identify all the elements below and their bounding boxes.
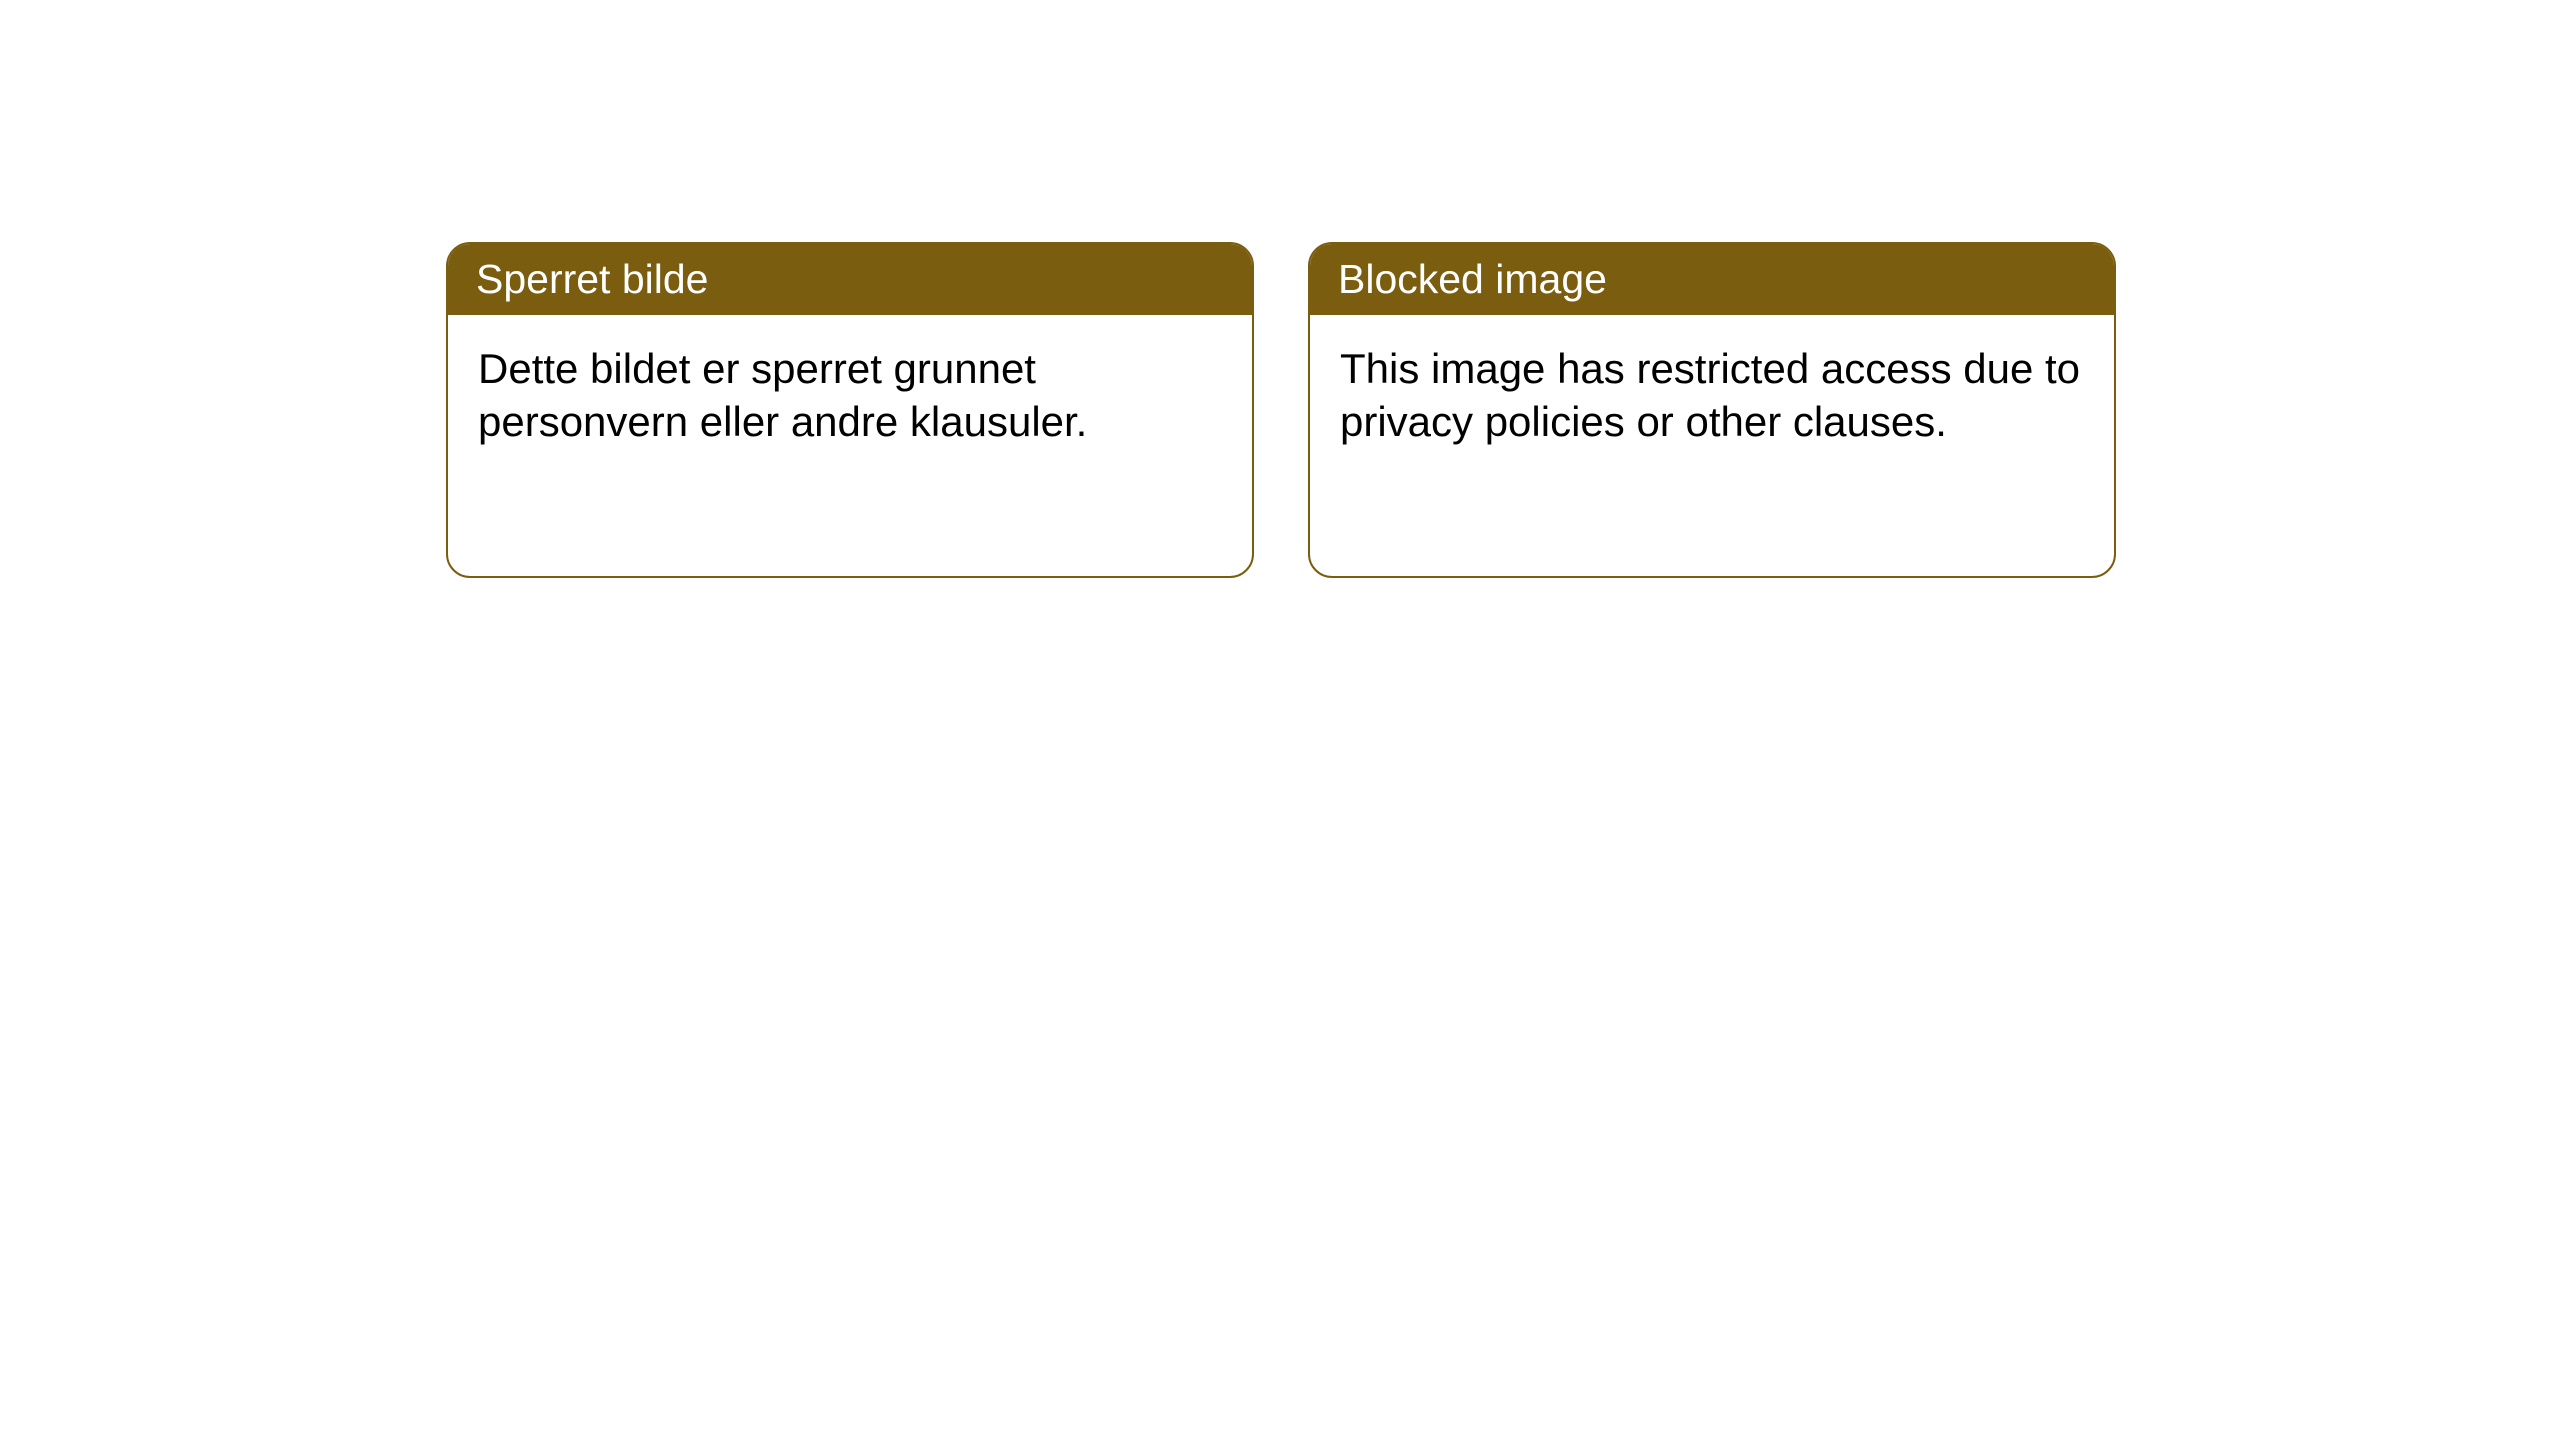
notice-card-english: Blocked image This image has restricted … bbox=[1308, 242, 2116, 578]
card-body-text: This image has restricted access due to … bbox=[1340, 345, 2080, 445]
card-title: Blocked image bbox=[1338, 256, 1607, 302]
card-title: Sperret bilde bbox=[476, 256, 708, 302]
notice-cards-container: Sperret bilde Dette bildet er sperret gr… bbox=[446, 242, 2116, 578]
card-body: Dette bildet er sperret grunnet personve… bbox=[448, 315, 1252, 476]
card-body-text: Dette bildet er sperret grunnet personve… bbox=[478, 345, 1087, 445]
card-header: Blocked image bbox=[1310, 244, 2114, 315]
card-body: This image has restricted access due to … bbox=[1310, 315, 2114, 476]
notice-card-norwegian: Sperret bilde Dette bildet er sperret gr… bbox=[446, 242, 1254, 578]
card-header: Sperret bilde bbox=[448, 244, 1252, 315]
